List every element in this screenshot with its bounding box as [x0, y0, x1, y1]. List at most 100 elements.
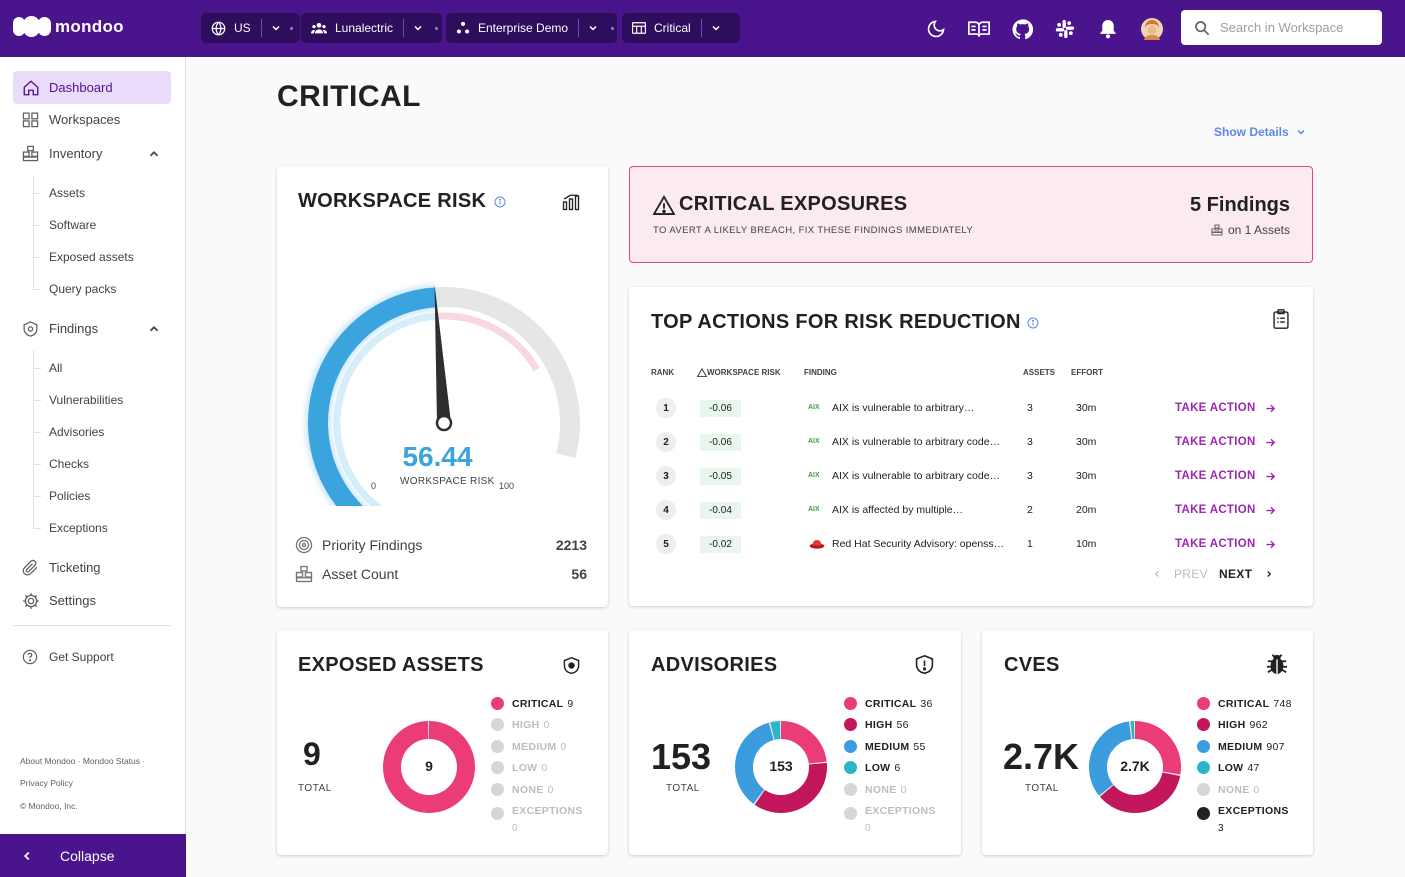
- take-action-button[interactable]: TAKE ACTION: [1175, 504, 1276, 516]
- legend-high[interactable]: HIGH 962: [1197, 718, 1268, 731]
- view-selector[interactable]: Critical: [622, 13, 740, 43]
- row-rank: 2: [656, 432, 676, 452]
- legend-medium[interactable]: MEDIUM 0: [491, 740, 567, 753]
- sidebar-item-software[interactable]: Software: [49, 218, 97, 232]
- notifications-bell-icon[interactable]: [1096, 17, 1120, 41]
- sidebar-item-settings[interactable]: Settings: [13, 584, 171, 617]
- donut-segment-high[interactable]: [735, 721, 827, 813]
- docs-book-icon[interactable]: [967, 17, 991, 41]
- exposed-assets-card[interactable]: EXPOSED ASSETS 9 TOTAL 9: [277, 630, 608, 855]
- critical-exposures-banner[interactable]: CRITICAL EXPOSURES TO AVERT A LIKELY BRE…: [629, 166, 1313, 263]
- workspace-risk-title: WORKSPACE RISK: [298, 190, 506, 213]
- gauge-min-label: 0: [371, 481, 377, 491]
- legend-label: NONE: [512, 783, 544, 796]
- legend-text: NONE 0: [512, 784, 554, 796]
- gauge-inner-pink: [436, 312, 540, 372]
- sidebar-item-policies[interactable]: Policies: [49, 489, 91, 503]
- legend-medium[interactable]: MEDIUM 907: [1197, 740, 1285, 753]
- arrow-right-icon: [1265, 506, 1275, 514]
- sidebar-item-get-support[interactable]: Get Support: [13, 640, 171, 673]
- organization-selector[interactable]: Lunalectric: [301, 13, 443, 43]
- search-icon: [1195, 20, 1210, 35]
- sidebar-item-checks[interactable]: Checks: [49, 457, 90, 471]
- cves-total-label: TOTAL: [1025, 783, 1059, 794]
- take-action-button[interactable]: TAKE ACTION: [1175, 470, 1276, 482]
- warning-triangle-icon: [697, 368, 707, 377]
- donut-segment-critical[interactable]: [383, 721, 475, 813]
- critical-exposures-title-text: CRITICAL EXPOSURES: [679, 193, 908, 215]
- legend-high[interactable]: HIGH 56: [844, 718, 909, 731]
- region-selector[interactable]: US: [201, 13, 300, 43]
- legend-none[interactable]: NONE 0: [844, 783, 907, 796]
- info-icon[interactable]: [1027, 317, 1039, 329]
- take-action-button[interactable]: TAKE ACTION: [1175, 436, 1276, 448]
- legend-label: LOW: [1218, 761, 1244, 774]
- gauge-inner-track: [333, 312, 437, 506]
- legend-high[interactable]: HIGH 0: [491, 718, 550, 731]
- row-finding[interactable]: AIX is affected by multiple…: [832, 504, 964, 516]
- footer-links[interactable]: About Mondoo · Mondoo Status ·: [20, 756, 146, 766]
- sidebar-label: Findings: [49, 321, 99, 336]
- info-icon[interactable]: [494, 196, 506, 208]
- critical-assets-count: on 1 Assets: [1211, 223, 1290, 237]
- privacy-policy-link[interactable]: Privacy Policy: [20, 778, 73, 788]
- sidebar-item-all[interactable]: All: [49, 361, 63, 375]
- legend-exceptions[interactable]: EXCEPTIONS 3: [1197, 805, 1289, 834]
- legend-critical[interactable]: CRITICAL 9: [491, 697, 574, 710]
- legend-medium[interactable]: MEDIUM 55: [844, 740, 926, 753]
- legend-text: HIGH 962: [1218, 719, 1268, 731]
- gauge-needle: [434, 284, 451, 424]
- sidebar-item-ticketing[interactable]: Ticketing: [13, 551, 171, 584]
- legend-none[interactable]: NONE 0: [491, 783, 554, 796]
- sidebar-item-exceptions[interactable]: Exceptions: [49, 521, 108, 535]
- legend-dot: [844, 761, 857, 774]
- search-input[interactable]: Search in Workspace: [1181, 10, 1382, 45]
- cves-card[interactable]: CVES 2.7K TOTAL 2.7K: [982, 630, 1313, 855]
- next-page-button[interactable]: NEXT: [1219, 567, 1274, 581]
- prev-page-button[interactable]: PREV: [1152, 567, 1208, 581]
- sidebar-item-query-packs[interactable]: Query packs: [49, 282, 117, 296]
- show-details-button[interactable]: Show Details: [1214, 125, 1307, 139]
- clipboard-icon[interactable]: [1272, 309, 1290, 329]
- col-workspace-risk-label: WORKSPACE RISK: [707, 368, 781, 377]
- donut-segment-medium[interactable]: [1089, 721, 1181, 813]
- sidebar-item-advisories[interactable]: Advisories: [49, 425, 105, 439]
- take-action-button[interactable]: TAKE ACTION: [1175, 402, 1276, 414]
- sidebar-item-findings[interactable]: Findings: [13, 312, 171, 345]
- legend-low[interactable]: LOW 6: [844, 761, 901, 774]
- donut-segment-critical[interactable]: [735, 721, 827, 813]
- bar-chart-icon[interactable]: [562, 193, 580, 211]
- row-finding[interactable]: AIX is vulnerable to arbitrary code…: [832, 470, 1001, 482]
- donut-segment-critical[interactable]: [1089, 721, 1181, 813]
- legend-low[interactable]: LOW 47: [1197, 761, 1260, 774]
- workspaces-icon: [22, 112, 39, 128]
- legend-exceptions[interactable]: EXCEPTIONS 0: [844, 805, 936, 834]
- legend-exceptions[interactable]: EXCEPTIONS 0: [491, 805, 583, 834]
- sidebar-item-vulnerabilities[interactable]: Vulnerabilities: [49, 393, 124, 407]
- take-action-button[interactable]: TAKE ACTION: [1175, 538, 1276, 550]
- sidebar-item-workspaces[interactable]: Workspaces: [13, 103, 171, 136]
- mondoo-logo[interactable]: mondoo: [13, 16, 124, 37]
- legend-critical[interactable]: CRITICAL 748: [1197, 697, 1292, 710]
- legend-critical[interactable]: CRITICAL 36: [844, 697, 933, 710]
- user-avatar[interactable]: [1140, 17, 1164, 41]
- row-finding[interactable]: AIX is vulnerable to arbitrary code…: [832, 436, 1001, 448]
- sidebar-item-assets[interactable]: Assets: [49, 186, 86, 200]
- legend-low[interactable]: LOW 0: [491, 761, 548, 774]
- legend-label: HIGH: [1218, 718, 1246, 731]
- donut-segment-medium[interactable]: [735, 721, 827, 813]
- dark-mode-icon[interactable]: [924, 17, 948, 41]
- row-finding[interactable]: Red Hat Security Advisory: openss…: [832, 538, 1005, 550]
- space-selector[interactable]: Enterprise Demo: [446, 13, 618, 43]
- legend-none[interactable]: NONE 0: [1197, 783, 1260, 796]
- donut-segment-high[interactable]: [1089, 721, 1181, 813]
- sidebar-item-dashboard[interactable]: Dashboard: [13, 71, 171, 104]
- sidebar-item-inventory[interactable]: Inventory: [13, 137, 171, 170]
- critical-findings-count: 5 Findings: [1190, 194, 1290, 216]
- collapse-sidebar-button[interactable]: Collapse: [0, 834, 186, 877]
- slack-icon[interactable]: [1053, 17, 1077, 41]
- row-finding[interactable]: AIX is vulnerable to arbitrary…: [832, 402, 975, 414]
- advisories-card[interactable]: ADVISORIES 153 TOTAL 153: [629, 630, 961, 855]
- github-icon[interactable]: [1010, 17, 1034, 41]
- sidebar-item-exposed-assets[interactable]: Exposed assets: [49, 250, 134, 264]
